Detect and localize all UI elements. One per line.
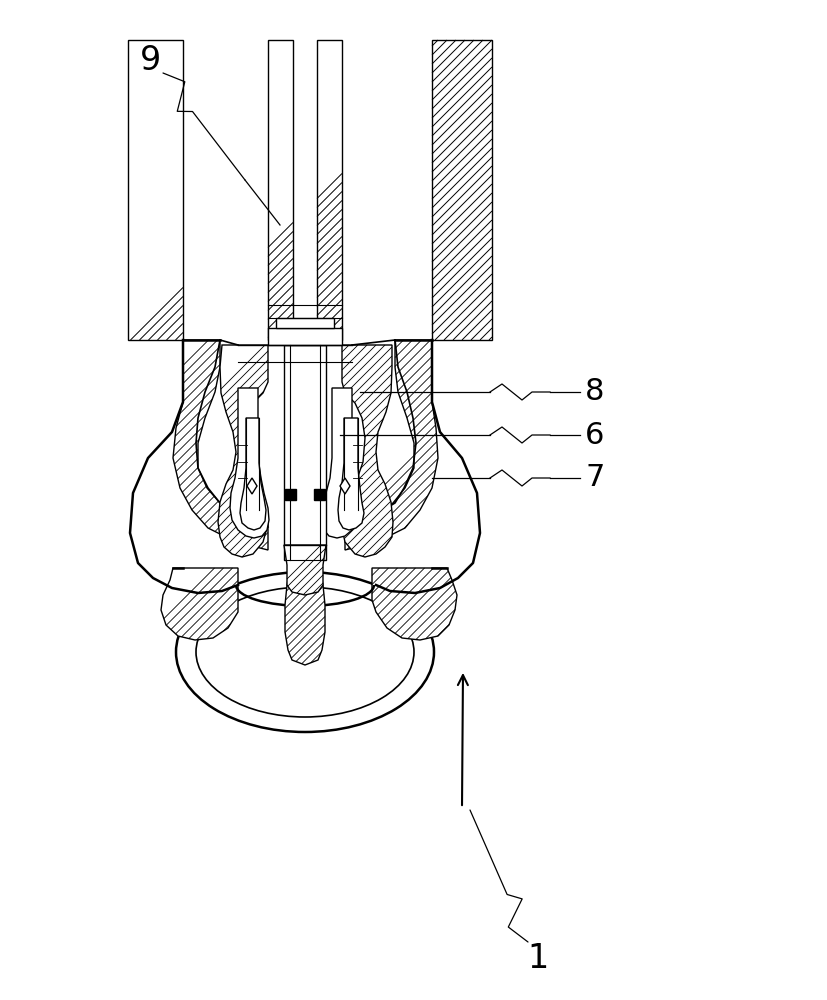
Text: 1: 1 [528,942,548,974]
Ellipse shape [176,572,434,732]
Polygon shape [173,340,268,550]
Polygon shape [340,478,350,494]
Polygon shape [372,568,457,640]
Polygon shape [240,418,266,530]
Polygon shape [128,40,183,340]
Polygon shape [268,328,342,345]
Polygon shape [284,345,326,560]
Polygon shape [322,388,358,538]
Polygon shape [161,568,238,640]
Polygon shape [338,418,364,530]
Text: 7: 7 [585,464,605,492]
Text: 9: 9 [140,43,160,77]
Polygon shape [317,40,342,340]
Polygon shape [285,568,325,665]
Polygon shape [218,345,268,557]
Text: 8: 8 [585,377,605,406]
Polygon shape [268,40,293,340]
Polygon shape [345,340,438,550]
Polygon shape [276,318,334,328]
Polygon shape [247,478,257,494]
Bar [285,489,296,500]
Text: 6: 6 [585,420,605,450]
Polygon shape [284,545,326,595]
Bar [314,489,325,500]
Ellipse shape [196,587,414,717]
Polygon shape [432,40,492,340]
Polygon shape [341,345,393,557]
Polygon shape [230,388,269,538]
